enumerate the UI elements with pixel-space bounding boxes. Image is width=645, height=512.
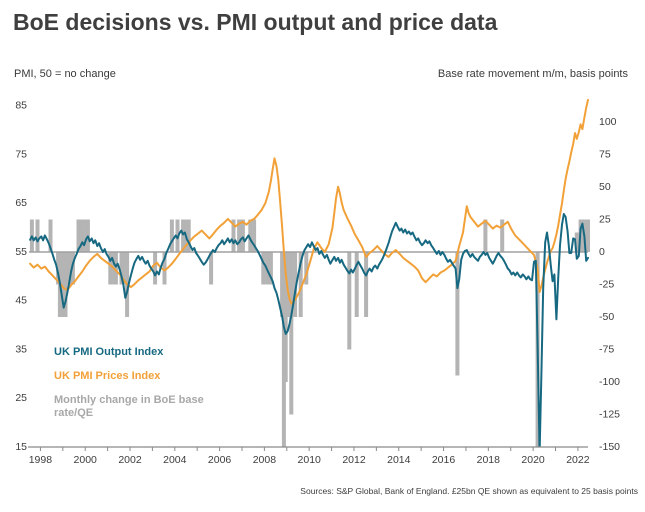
legend-item-prices: UK PMI Prices Index [54,369,161,382]
y-left-tick-label: 55 [15,246,27,258]
x-tick-label: 2002 [118,454,142,466]
plot-area [29,98,590,448]
rate-change-bar [364,252,369,317]
rate-change-bar [153,252,158,285]
y-axis-right-labels: 100 75 50 25 0 -25 -50 -75 -100 -125 -150 [599,116,620,453]
legend-item-rate-bars: Monthly change in BoE base rate/QE [54,393,204,420]
y-right-tick-label: 25 [599,213,611,225]
y-right-tick-label: -100 [599,376,620,388]
rate-change-bar [63,252,68,317]
x-tick-label: 2012 [342,454,366,466]
pmi-prices-line [29,98,589,305]
x-tick-label: 2022 [566,454,590,466]
rate-change-bar [237,219,242,252]
y-right-tick-label: 75 [599,148,611,160]
rate-change-bar [347,252,352,350]
x-axis: 1998 2000 2002 2004 2006 2008 2010 2012 2014 2016… [28,446,590,466]
chart-legend: UK PMI Output Index UK PMI Prices Index … [54,346,224,431]
y-right-tick-label: 0 [599,246,605,258]
y-right-tick-label: -50 [599,311,614,323]
y-right-tick-label: 50 [599,181,611,193]
x-tick-label: 1998 [29,454,53,466]
y-right-tick-label: -75 [599,343,614,355]
chart-title: BoE decisions vs. PMI output and price d… [13,9,498,35]
rate-change-bar [500,219,505,252]
x-tick-label: 2006 [208,454,232,466]
x-tick-label: 2020 [521,454,545,466]
rate-change-bar [162,252,167,285]
rate-change-bar [209,252,214,285]
x-tick-label: 2000 [74,454,98,466]
rate-change-bar [252,219,257,252]
rate-change-bar [586,219,590,252]
rate-change-bar [70,252,75,285]
rate-change-bar [76,219,81,252]
y-left-tick-label: 75 [15,148,27,160]
x-tick-label: 2018 [477,454,501,466]
x-tick-label: 2014 [387,454,411,466]
rate-change-bar [113,252,118,285]
rate-change-bar [483,219,488,252]
rate-change-bar [580,219,585,252]
x-tick-label: 2008 [253,454,277,466]
rate-change-bar [240,219,245,252]
rate-change-bar [261,252,266,285]
rate-change-bar [48,219,53,252]
rate-change-bar [304,252,309,285]
y-left-tick-label: 65 [15,197,27,209]
y-right-tick-label: 100 [599,116,617,128]
rate-change-bar [35,219,40,252]
y-right-tick-label: -150 [599,441,620,453]
y-left-tick-label: 15 [15,441,27,453]
rate-change-bar [67,252,72,285]
y-left-tick-label: 35 [15,343,27,355]
rate-change-bar [354,252,359,317]
rate-change-bar [298,252,303,317]
rate-change-bar [108,252,113,285]
rate-change-bar [169,219,174,252]
rate-change-bar [574,232,579,252]
pmi-output-line [29,213,589,448]
rate-change-bar [268,252,273,285]
rate-change-bar [80,219,85,252]
x-tick-label: 2004 [163,454,187,466]
right-axis-note: Base rate movement m/m, basis points [437,68,628,80]
y-right-tick-label: -25 [599,278,614,290]
rate-change-bar [455,252,460,376]
x-tick-label: 2016 [432,454,456,466]
rate-change-bar [248,219,253,252]
y-axis-left-labels: 85 75 65 55 45 35 25 15 [15,100,27,453]
x-tick-label: 2010 [298,454,322,466]
rate-change-bar [289,252,294,415]
left-axis-note: PMI, 50 = no change [14,68,116,80]
legend-item-output: UK PMI Output Index [54,346,164,358]
y-right-tick-label: -125 [599,408,620,420]
source-attribution: Sources: S&P Global, Bank of England. £2… [300,486,638,496]
rate-change-bar [231,219,236,252]
y-left-tick-label: 25 [15,392,27,404]
rate-change-bar [293,252,298,317]
rate-change-bar [186,219,191,252]
y-left-tick-label: 85 [15,100,27,112]
y-left-tick-label: 45 [15,295,27,307]
